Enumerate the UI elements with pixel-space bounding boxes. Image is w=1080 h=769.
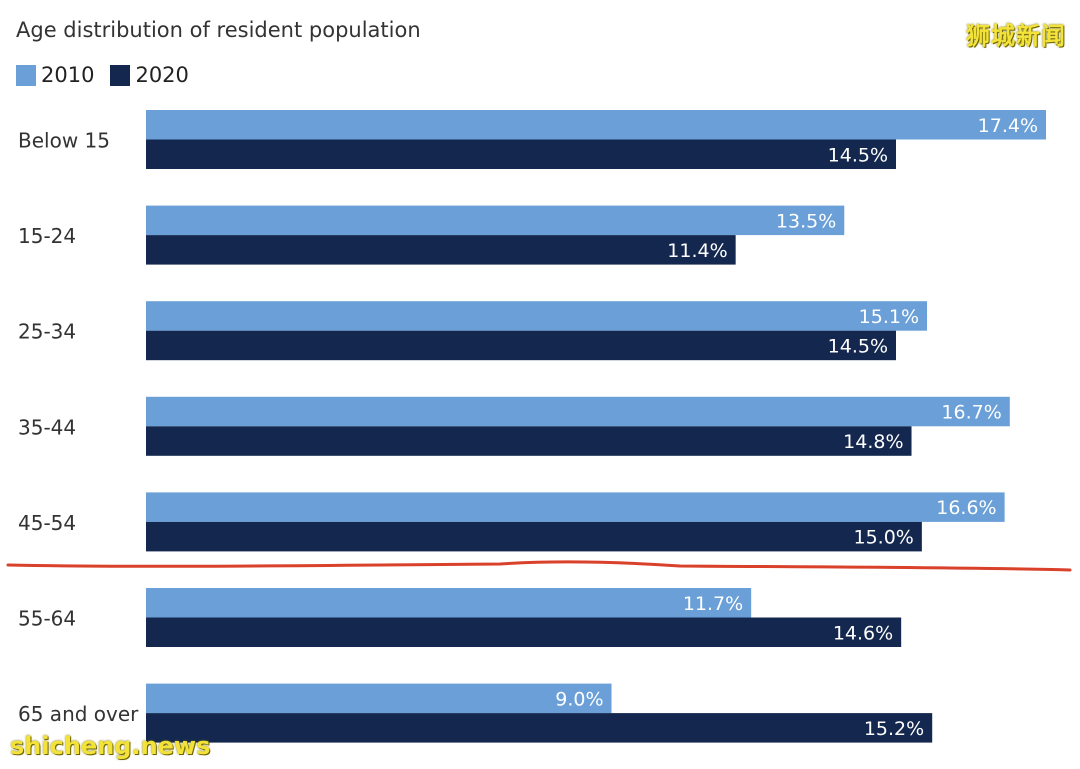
value-label-2010-below-15: 17.4% <box>978 115 1038 137</box>
category-label-55-64: 55-64 <box>18 607 76 631</box>
value-label-2010-15-24: 13.5% <box>776 210 836 232</box>
category-label-45-54: 45-54 <box>18 511 76 535</box>
value-label-2020-45-54: 15.0% <box>854 527 914 549</box>
bar-2010-15-24 <box>146 205 845 236</box>
bar-2020-25-34 <box>146 330 896 361</box>
legend-swatch-2020 <box>110 64 131 86</box>
category-label-25-34: 25-34 <box>18 320 76 344</box>
bar-2020-55-64 <box>146 617 902 647</box>
legend-item-2010: 2010 <box>16 63 94 87</box>
bar-2010-65-and-over <box>146 683 612 714</box>
category-label-65-and-over: 65 and over <box>18 702 139 726</box>
value-label-2010-55-64: 11.7% <box>683 593 743 615</box>
watermark-bottom-left: shicheng.news <box>10 732 211 760</box>
annotation-red-line <box>6 560 1072 572</box>
value-label-2020-15-24: 11.4% <box>667 240 727 262</box>
value-label-2010-45-54: 16.6% <box>936 497 996 519</box>
legend-item-2020: 2020 <box>110 63 189 87</box>
category-label-15-24: 15-24 <box>18 224 76 248</box>
bar-2020-below-15 <box>146 139 896 169</box>
value-label-2010-35-44: 16.7% <box>941 402 1001 424</box>
value-label-2020-35-44: 14.8% <box>843 431 903 453</box>
legend-swatch-2010 <box>16 64 36 86</box>
bar-2020-45-54 <box>146 521 922 552</box>
bar-2010-below-15 <box>146 110 1046 140</box>
category-label-35-44: 35-44 <box>18 415 76 439</box>
legend-label-2020: 2020 <box>135 63 189 87</box>
category-label-below-15: Below 15 <box>18 129 110 153</box>
bar-2020-65-and-over <box>146 713 933 743</box>
bar-2010-45-54 <box>146 492 1005 522</box>
legend-label-2010: 2010 <box>41 63 95 87</box>
legend: 2010 2020 <box>16 63 205 87</box>
bar-2010-25-34 <box>146 301 928 331</box>
value-label-2010-65-and-over: 9.0% <box>555 688 603 710</box>
value-label-2010-25-34: 15.1% <box>859 306 919 328</box>
chart-title: Age distribution of resident population <box>16 18 421 42</box>
value-label-2020-below-15: 14.5% <box>828 144 888 166</box>
value-label-2020-65-and-over: 15.2% <box>864 718 924 740</box>
bar-2010-35-44 <box>146 396 1010 427</box>
bar-2020-35-44 <box>146 426 912 456</box>
watermark-top-right: 狮城新闻 <box>966 22 1066 50</box>
bar-2020-15-24 <box>146 235 736 265</box>
bar-2010-55-64 <box>146 588 752 618</box>
value-label-2020-55-64: 14.6% <box>833 622 893 644</box>
value-label-2020-25-34: 14.5% <box>828 335 888 357</box>
